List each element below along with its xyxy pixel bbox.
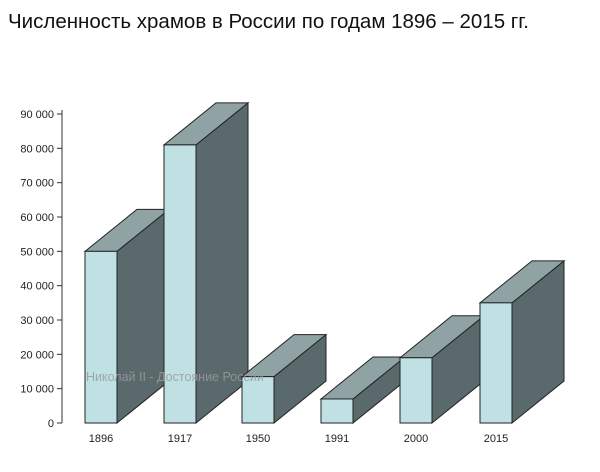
y-tick-label: 30 000 bbox=[20, 315, 54, 327]
x-tick-label: 1917 bbox=[168, 433, 192, 445]
bar-1896 bbox=[83, 208, 171, 425]
y-tick-label: 80 000 bbox=[20, 143, 54, 155]
x-tick-label: 1896 bbox=[89, 433, 113, 445]
bar-front-face bbox=[241, 376, 275, 424]
bar-1917 bbox=[162, 101, 250, 425]
chart-title: Численность храмов в России по годам 189… bbox=[8, 10, 529, 33]
bar-1991 bbox=[319, 355, 407, 425]
bar-front-face bbox=[84, 250, 118, 424]
x-tick-label: 2015 bbox=[484, 433, 508, 445]
x-tick-label: 1991 bbox=[325, 433, 349, 445]
x-axis-labels: 1896 1917 1950 1991 2000 2015 bbox=[89, 433, 508, 445]
y-tick-label: 0 bbox=[48, 418, 54, 430]
bar-front-face bbox=[163, 144, 197, 424]
y-tick-label: 40 000 bbox=[20, 281, 54, 293]
y-tick-label: 10 000 bbox=[20, 384, 54, 396]
y-tick-label: 60 000 bbox=[20, 212, 54, 224]
y-tick-label: 20 000 bbox=[20, 349, 54, 361]
bar-2015 bbox=[478, 259, 566, 425]
x-tick-label: 2000 bbox=[404, 433, 428, 445]
bar-front-face bbox=[320, 398, 354, 424]
y-tick-label: 50 000 bbox=[20, 246, 54, 258]
y-tick-label: 70 000 bbox=[20, 178, 54, 190]
bar-1950 bbox=[240, 333, 328, 425]
x-tick-label: 1950 bbox=[246, 433, 270, 445]
bar-front-face bbox=[399, 357, 433, 424]
bars bbox=[83, 101, 566, 425]
bar-front-face bbox=[479, 302, 513, 424]
y-axis: 0 10 000 20 000 30 000 40 000 50 000 60 000 70 … bbox=[20, 109, 63, 430]
y-tick-label: 90 000 bbox=[20, 109, 54, 121]
watermark-text: Николай II - Достояние России bbox=[86, 370, 264, 384]
bar-2000 bbox=[398, 314, 486, 425]
